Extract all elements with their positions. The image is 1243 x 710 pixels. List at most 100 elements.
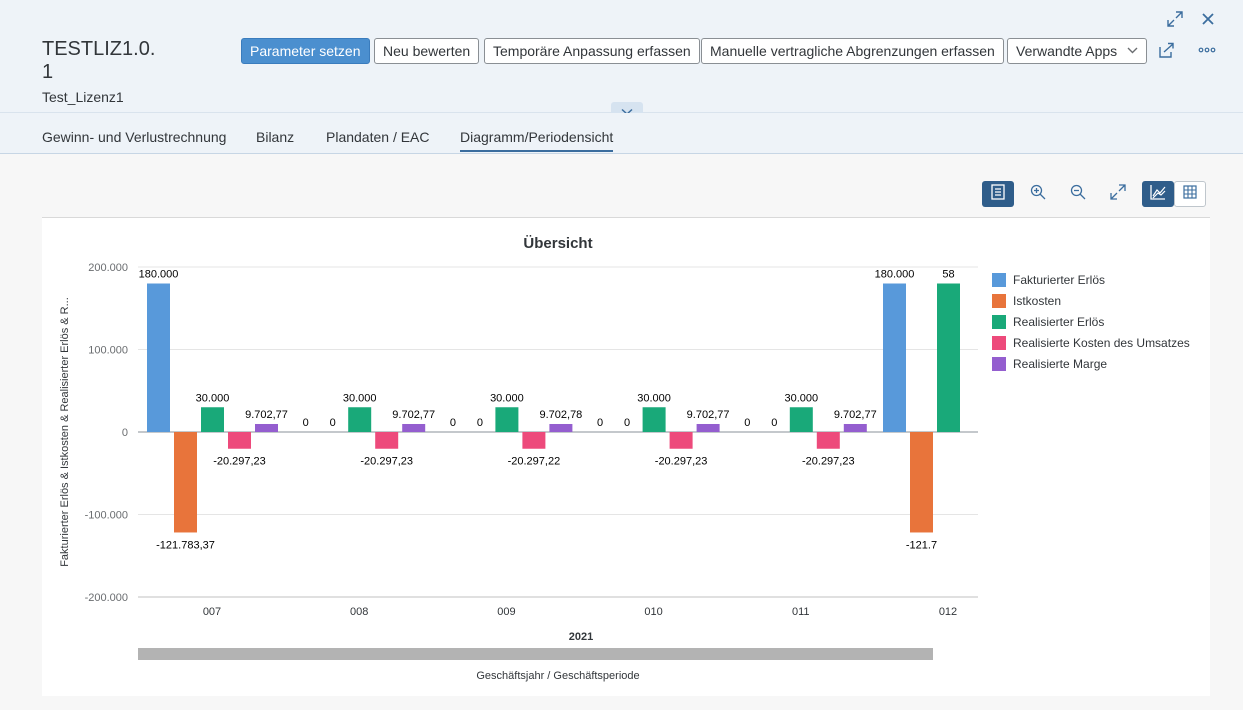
manuelle-abgrenzungen-button[interactable]: Manuelle vertragliche Abgrenzungen erfas… xyxy=(701,38,1004,64)
data-label: 9.702,77 xyxy=(834,409,877,421)
legend-label: Realisierte Marge xyxy=(1013,356,1108,371)
zoom-in-button[interactable] xyxy=(1022,181,1054,207)
tab-gewinn-verlust[interactable]: Gewinn- und Verlustrechnung xyxy=(42,129,227,145)
data-label: 9.702,77 xyxy=(392,409,435,421)
chart-fullscreen-button[interactable] xyxy=(1102,181,1134,207)
data-label: 0 xyxy=(450,417,456,429)
bar-realisierter-erloes-010[interactable] xyxy=(642,407,666,432)
tab-plandaten[interactable]: Plandaten / EAC xyxy=(326,129,430,145)
data-label: 58 xyxy=(942,269,954,281)
legend-swatch xyxy=(992,293,1006,308)
bar-realisierter-erloes-012[interactable] xyxy=(937,283,960,433)
legend-label: Istkosten xyxy=(1013,293,1062,308)
x-tick-label: 012 xyxy=(939,606,957,618)
bar-fakturierter-erloes-012[interactable] xyxy=(883,283,906,433)
data-label: 0 xyxy=(330,417,336,429)
data-label: -121.783,37 xyxy=(156,539,215,551)
bar-realisierter-erloes-008[interactable] xyxy=(348,407,372,432)
y-tick-label: 200.000 xyxy=(88,262,128,274)
fullscreen-icon xyxy=(1110,183,1126,205)
data-label: 180.000 xyxy=(139,269,179,281)
legend-swatch xyxy=(992,356,1006,371)
data-label: -20.297,23 xyxy=(360,456,413,468)
bar-realisierte-marge-011[interactable] xyxy=(843,423,867,432)
chart-scrollbar[interactable] xyxy=(138,648,933,660)
data-label: -121.7 xyxy=(906,539,937,551)
data-label: 9.702,77 xyxy=(687,409,730,421)
bar-realisierte-marge-009[interactable] xyxy=(549,423,573,432)
bar-realisierte-kosten-des-umsatzes-009[interactable] xyxy=(522,432,546,449)
y-axis-label: Fakturierter Erlös & Istkosten & Realisi… xyxy=(59,297,71,567)
bar-realisierte-marge-007[interactable] xyxy=(255,423,278,432)
data-label: 0 xyxy=(303,417,309,429)
bar-realisierter-erloes-007[interactable] xyxy=(201,407,224,432)
legend-label: Realisierter Erlös xyxy=(1013,314,1105,329)
verwandte-apps-button[interactable]: Verwandte Apps xyxy=(1007,38,1148,64)
data-label: 0 xyxy=(477,417,483,429)
temporaere-anpassung-button[interactable]: Temporäre Anpassung erfassen xyxy=(484,38,700,64)
data-label: 30.000 xyxy=(637,392,671,404)
page-subtitle: Test_Lizenz1 xyxy=(42,89,124,105)
data-label: 9.702,78 xyxy=(539,409,582,421)
zoom-out-icon xyxy=(1070,184,1086,205)
more-options-icon[interactable] xyxy=(1196,39,1218,61)
verwandte-apps-label: Verwandte Apps xyxy=(1016,43,1118,59)
page-title: TESTLIZ1.0. 1 xyxy=(42,38,156,83)
bar-realisierter-erloes-009[interactable] xyxy=(495,407,519,432)
legend-label: Fakturierter Erlös xyxy=(1013,272,1106,287)
table-view-button[interactable] xyxy=(1174,181,1206,207)
data-label: 30.000 xyxy=(784,392,818,404)
tab-diagramm-periodensicht[interactable]: Diagramm/Periodensicht xyxy=(460,129,614,152)
x-tick-label: 011 xyxy=(792,606,810,618)
bar-realisierte-kosten-des-umsatzes-011[interactable] xyxy=(816,432,840,449)
object-header: TESTLIZ1.0. 1 Test_Lizenz1 Parameter set… xyxy=(0,0,1243,113)
legend-toggle-button[interactable] xyxy=(982,181,1014,207)
zoom-out-button[interactable] xyxy=(1062,181,1094,207)
chart-title: Übersicht xyxy=(523,235,592,252)
legend-item-realisierter-erloes[interactable]: Realisierter Erlös xyxy=(992,311,1190,332)
bar-fakturierter-erloes-007[interactable] xyxy=(147,283,170,433)
x-tick-label: 008 xyxy=(350,606,368,618)
bar-realisierte-marge-010[interactable] xyxy=(696,423,720,432)
bar-realisierte-kosten-des-umsatzes-010[interactable] xyxy=(669,432,693,449)
line-chart-icon xyxy=(1150,184,1166,205)
y-tick-label: -200.000 xyxy=(85,592,128,604)
legend-swatch xyxy=(992,335,1006,350)
x-tick-label: 009 xyxy=(497,606,515,618)
legend-item-istkosten[interactable]: Istkosten xyxy=(992,290,1190,311)
legend-icon xyxy=(991,183,1005,205)
parameter-setzen-button[interactable]: Parameter setzen xyxy=(241,38,370,64)
data-label: -20.297,22 xyxy=(508,456,561,468)
bar-istkosten-012[interactable] xyxy=(910,432,933,533)
table-icon xyxy=(1183,184,1197,204)
data-label: -20.297,23 xyxy=(655,456,708,468)
y-tick-label: 0 xyxy=(122,427,128,439)
data-label: 9.702,77 xyxy=(245,409,288,421)
legend-item-realisierte-kosten[interactable]: Realisierte Kosten des Umsatzes xyxy=(992,332,1190,353)
legend-swatch xyxy=(992,272,1006,287)
chart-panel xyxy=(42,217,1210,696)
bar-istkosten-007[interactable] xyxy=(174,432,197,533)
data-label: 0 xyxy=(744,417,750,429)
data-label: 30.000 xyxy=(196,392,230,404)
fullscreen-icon[interactable] xyxy=(1164,8,1186,30)
bar-realisierter-erloes-011[interactable] xyxy=(789,407,813,432)
data-label: -20.297,23 xyxy=(802,456,855,468)
data-label: 30.000 xyxy=(490,392,524,404)
neu-bewerten-button[interactable]: Neu bewerten xyxy=(374,38,480,64)
close-icon[interactable] xyxy=(1197,8,1219,30)
data-label: 0 xyxy=(771,417,777,429)
x-group-label: 2021 xyxy=(569,631,593,643)
tab-bilanz[interactable]: Bilanz xyxy=(256,129,295,145)
data-label: 180.000 xyxy=(875,269,915,281)
bar-realisierte-marge-008[interactable] xyxy=(402,423,426,432)
share-icon[interactable] xyxy=(1155,39,1177,61)
chart-legend: Fakturierter Erlös Istkosten Realisierte… xyxy=(992,269,1190,374)
bar-realisierte-kosten-des-umsatzes-008[interactable] xyxy=(375,432,399,449)
y-tick-label: -100.000 xyxy=(85,510,128,522)
chart-view-button[interactable] xyxy=(1142,181,1174,207)
legend-item-realisierte-marge[interactable]: Realisierte Marge xyxy=(992,353,1190,374)
legend-item-fakturierter-erloes[interactable]: Fakturierter Erlös xyxy=(992,269,1190,290)
bar-realisierte-kosten-des-umsatzes-007[interactable] xyxy=(228,432,251,449)
